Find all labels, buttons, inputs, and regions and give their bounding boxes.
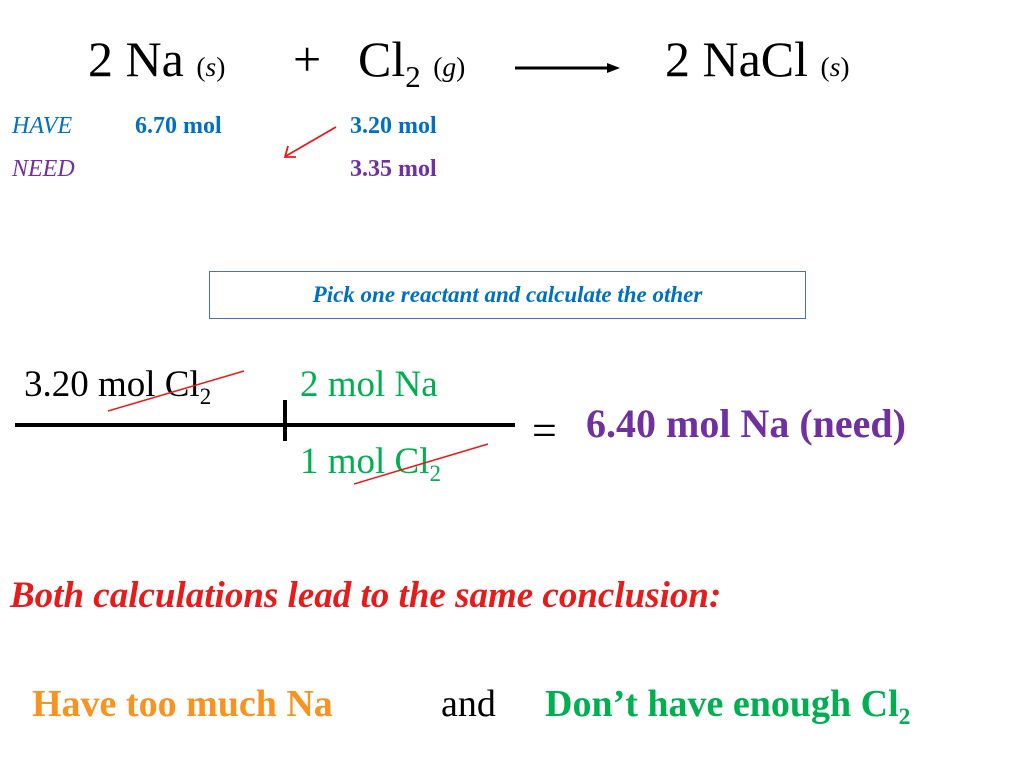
reactant1-state: (s) — [196, 51, 226, 82]
reactant1-formula: 2 Na — [88, 31, 184, 87]
summary-not-enough-text: Don’t have enough Cl — [545, 683, 899, 725]
equation-product-nacl: 2 NaCl (s) — [665, 30, 850, 88]
need-label: NEED — [12, 156, 75, 182]
calc-denominator-text: 1 mol Cl — [300, 441, 430, 482]
reactant2-formula: Cl — [358, 31, 406, 87]
reactant2-state: (g) — [433, 51, 466, 82]
reactant2-subscript: 2 — [405, 58, 421, 94]
equation-reactant-na: 2 Na (s) — [88, 30, 225, 88]
instruction-text: Pick one reactant and calculate the othe… — [312, 282, 703, 307]
product-formula: 2 NaCl — [665, 31, 809, 87]
calc-denominator: 1 mol Cl2 — [300, 440, 441, 487]
calc-denominator-subscript: 2 — [429, 461, 441, 487]
have-na-amount: 6.70 mol — [135, 113, 222, 139]
calc-numerator: 2 mol Na — [300, 364, 438, 405]
calc-given-text: 3.20 mol Cl — [24, 364, 200, 405]
calc-given-quantity: 3.20 mol Cl2 — [24, 363, 211, 410]
calc-result: 6.40 mol Na (need) — [586, 401, 906, 446]
product-state: (s) — [820, 51, 850, 82]
calc-given-subscript: 2 — [199, 384, 212, 410]
red-pointer-arrow-icon — [283, 126, 337, 158]
equation-plus: + — [293, 31, 322, 87]
have-label: HAVE — [12, 113, 73, 139]
reaction-arrow-icon — [515, 63, 620, 73]
conclusion-heading: Both calculations lead to the same concl… — [10, 575, 722, 616]
need-cl2-amount: 3.35 mol — [350, 156, 437, 182]
have-cl2-amount: 3.20 mol — [350, 113, 437, 139]
summary-not-enough-cl2: Don’t have enough Cl2 — [545, 682, 910, 731]
summary-not-enough-subscript: 2 — [898, 704, 911, 731]
equation-reactant-cl2: Cl2 (g) — [358, 30, 465, 95]
instruction-box: Pick one reactant and calculate the othe… — [209, 271, 806, 319]
summary-too-much-na: Have too much Na — [32, 683, 333, 725]
calc-equals-sign: = — [532, 406, 557, 455]
summary-and: and — [441, 683, 496, 725]
